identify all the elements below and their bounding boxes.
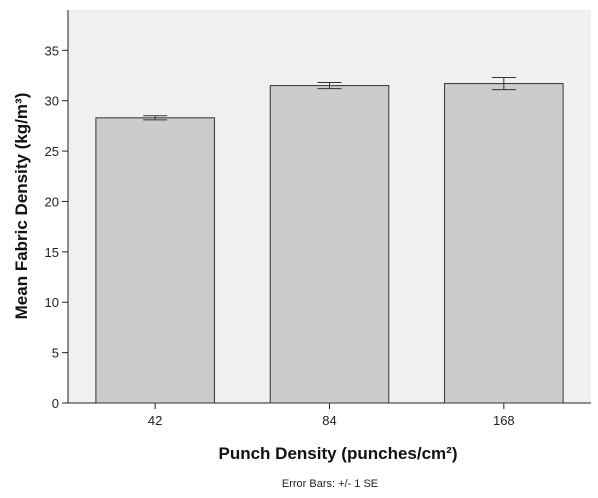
error-bar-42 [143, 115, 168, 121]
error-bar-84 [317, 82, 342, 90]
y-tick-label: 0 [52, 396, 59, 411]
x-axis: 42 84 168 [68, 402, 591, 428]
y-tick-label: 25 [45, 144, 59, 159]
bar-42 [95, 117, 215, 404]
error-bar-note: Error Bars: +/- 1 SE [282, 478, 378, 490]
y-tick-label: 15 [45, 245, 59, 260]
x-tick-label-84: 84 [322, 413, 336, 428]
y-tick-label: 20 [45, 194, 59, 209]
x-axis-title: Punch Density (punches/cm²) [219, 444, 458, 463]
bar-84 [269, 85, 390, 404]
x-tick-label-42: 42 [148, 413, 162, 428]
y-tick-label: 35 [45, 43, 59, 58]
y-tick-label: 10 [45, 295, 59, 310]
bar-168 [444, 83, 564, 404]
y-tick-label: 30 [45, 94, 59, 109]
x-tick-label-168: 168 [493, 413, 515, 428]
y-axis-title: Mean Fabric Density (kg/m³) [12, 93, 31, 320]
error-bar-168 [491, 77, 516, 91]
error-bars [143, 77, 516, 121]
y-axis: 0 5 10 15 20 25 30 35 [45, 10, 69, 411]
bars [95, 83, 564, 404]
y-tick-label: 5 [52, 346, 59, 361]
